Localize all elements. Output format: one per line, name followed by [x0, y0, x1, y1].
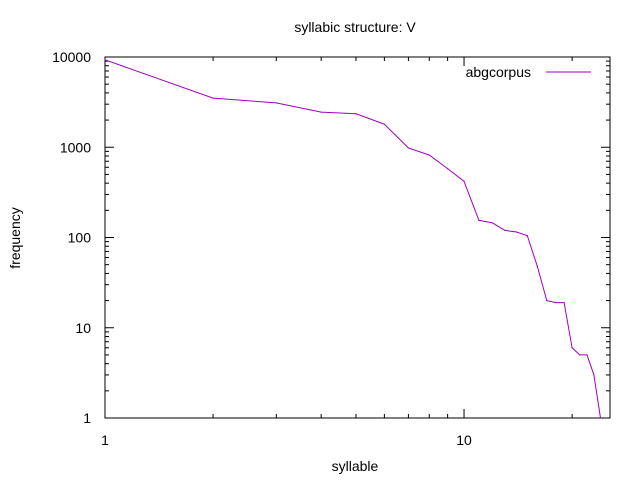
data-point [478, 219, 480, 221]
chart-title: syllabic structure: V [294, 19, 416, 35]
x-axis: 1 10 [101, 57, 573, 448]
y-tick-label: 1 [83, 410, 91, 426]
data-point [212, 97, 214, 99]
data-point [428, 154, 430, 156]
data-point [536, 265, 538, 267]
data-point [383, 123, 385, 125]
x-tick-label: 10 [456, 432, 472, 448]
data-point [571, 347, 573, 349]
data-point [320, 111, 322, 113]
legend-label: abgcorpus [466, 64, 531, 80]
y-axis-label: frequency [7, 207, 23, 268]
plot-frame [104, 56, 611, 419]
y-tick-label: 10 [75, 320, 91, 336]
data-point [546, 299, 548, 302]
x-tick-label: 1 [101, 432, 109, 448]
data-point [555, 301, 557, 304]
data-point [104, 59, 106, 61]
data-point [275, 102, 277, 104]
y-tick-label: 100 [68, 230, 92, 246]
data-point [593, 374, 595, 376]
data-point [579, 354, 581, 356]
series-line-abgcorpus [104, 59, 601, 419]
data-point [355, 113, 357, 115]
data-point [491, 222, 494, 224]
y-axis: 1 10 100 1000 10000 [52, 49, 610, 426]
data-point [515, 231, 518, 233]
data-point [586, 354, 588, 356]
data-point [447, 168, 449, 170]
y-tick-label: 10000 [52, 49, 91, 65]
data-point [463, 180, 465, 182]
legend: abgcorpus [466, 64, 591, 80]
x-axis-label: syllable [332, 458, 379, 474]
data-point [504, 229, 506, 231]
data-points [104, 59, 595, 376]
data-point [563, 301, 565, 304]
data-point [526, 234, 528, 237]
y-tick-label: 1000 [60, 139, 91, 155]
data-point [407, 147, 410, 149]
